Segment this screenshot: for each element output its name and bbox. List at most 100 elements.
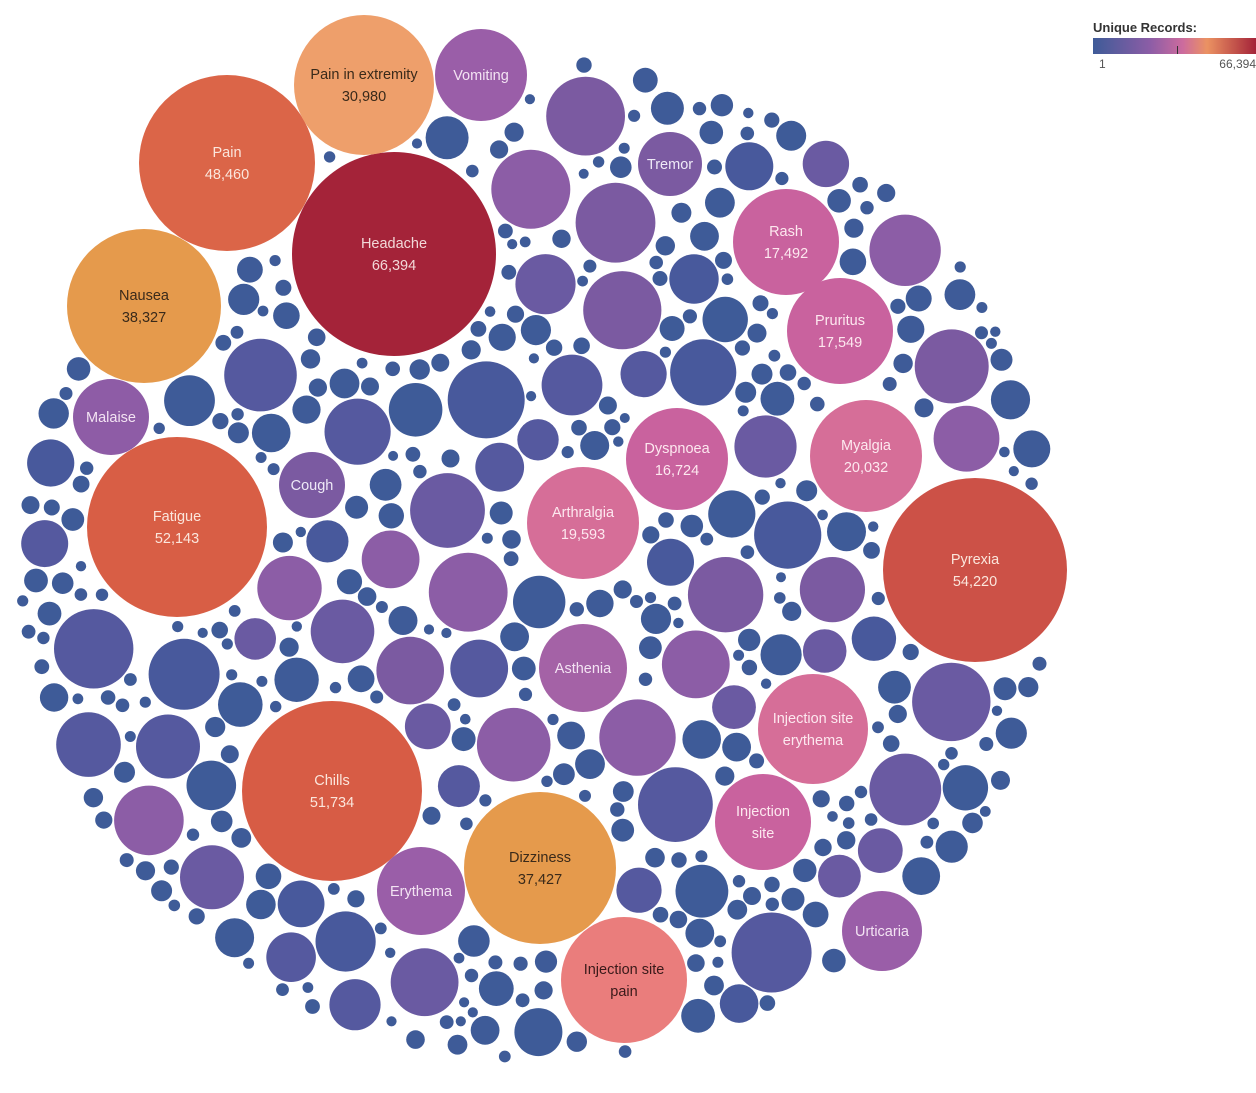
bubble[interactable]	[552, 229, 571, 248]
bubble[interactable]	[647, 538, 694, 586]
bubble[interactable]	[612, 781, 634, 802]
bubble[interactable]	[498, 1050, 511, 1063]
bubble[interactable]	[490, 140, 509, 159]
bubble[interactable]	[269, 255, 281, 267]
bubble[interactable]	[385, 947, 396, 958]
bubble[interactable]	[561, 446, 574, 459]
bubble-vomiting[interactable]: Vomiting	[435, 29, 527, 121]
bubble[interactable]	[212, 413, 229, 430]
bubble[interactable]	[453, 952, 465, 964]
bubble[interactable]	[292, 395, 321, 424]
bubble[interactable]	[740, 126, 755, 141]
bubble[interactable]	[215, 334, 232, 351]
bubble[interactable]	[53, 609, 134, 689]
bubble[interactable]	[774, 592, 786, 604]
bubble[interactable]	[802, 140, 850, 188]
bubble[interactable]	[237, 256, 263, 283]
bubble[interactable]	[21, 496, 40, 515]
bubble[interactable]	[546, 76, 625, 156]
bubble[interactable]	[21, 624, 36, 639]
bubble[interactable]	[186, 760, 237, 811]
bubble[interactable]	[1025, 477, 1038, 490]
bubble[interactable]	[902, 857, 941, 895]
bubble[interactable]	[740, 545, 755, 559]
bubble[interactable]	[1013, 430, 1051, 468]
bubble[interactable]	[704, 975, 724, 996]
bubble[interactable]	[652, 906, 669, 923]
bubble[interactable]	[658, 512, 674, 528]
bubble[interactable]	[39, 683, 69, 712]
bubble[interactable]	[760, 634, 802, 676]
bubble[interactable]	[255, 452, 267, 463]
bubble[interactable]	[640, 603, 672, 635]
bubble[interactable]	[882, 377, 897, 391]
bubble[interactable]	[51, 572, 74, 594]
bubble[interactable]	[66, 357, 91, 381]
bubble[interactable]	[905, 285, 932, 312]
bubble[interactable]	[464, 968, 479, 983]
bubble[interactable]	[361, 530, 420, 589]
bubble[interactable]	[743, 107, 754, 119]
bubble[interactable]	[990, 326, 1001, 337]
bubble[interactable]	[888, 704, 907, 724]
bubble[interactable]	[255, 863, 282, 890]
bubble[interactable]	[428, 552, 508, 632]
bubble[interactable]	[868, 521, 879, 532]
bubble[interactable]	[802, 901, 829, 928]
bubble[interactable]	[246, 889, 276, 920]
bubble[interactable]	[458, 925, 490, 957]
bubble[interactable]	[705, 187, 735, 218]
bubble[interactable]	[329, 368, 360, 399]
bubble[interactable]	[741, 659, 758, 676]
bubble[interactable]	[405, 446, 421, 462]
bubble[interactable]	[827, 512, 866, 552]
bubble[interactable]	[577, 275, 588, 287]
bubble[interactable]	[409, 359, 430, 380]
bubble[interactable]	[437, 765, 480, 808]
bubble[interactable]	[274, 657, 319, 702]
bubble[interactable]	[514, 1008, 563, 1057]
bubble[interactable]	[83, 788, 104, 808]
bubble[interactable]	[802, 629, 847, 673]
bubble[interactable]	[690, 221, 719, 251]
bubble[interactable]	[74, 588, 88, 601]
bubble[interactable]	[423, 624, 435, 635]
bubble[interactable]	[715, 251, 732, 269]
bubble[interactable]	[796, 480, 818, 502]
bubble-erythema[interactable]: Erythema	[377, 847, 465, 935]
bubble[interactable]	[481, 532, 493, 544]
bubble[interactable]	[139, 696, 151, 708]
bubble[interactable]	[638, 672, 653, 686]
bubble[interactable]	[306, 520, 349, 563]
bubble[interactable]	[712, 956, 724, 968]
bubble[interactable]	[513, 575, 566, 629]
bubble[interactable]	[938, 758, 950, 771]
bubble[interactable]	[1018, 677, 1039, 698]
bubble-urticaria[interactable]: Urticaria	[842, 891, 922, 971]
bubble[interactable]	[613, 436, 624, 447]
bubble[interactable]	[644, 592, 657, 604]
bubble[interactable]	[731, 912, 812, 993]
bubble[interactable]	[100, 690, 116, 705]
bubble[interactable]	[378, 503, 404, 529]
bubble[interactable]	[305, 999, 320, 1014]
bubble[interactable]	[976, 302, 988, 313]
bubble[interactable]	[682, 720, 721, 759]
bubble[interactable]	[681, 998, 715, 1033]
bubble[interactable]	[727, 899, 748, 920]
bubble[interactable]	[43, 499, 60, 516]
bubble[interactable]	[752, 295, 769, 312]
bubble[interactable]	[993, 677, 1017, 701]
bubble[interactable]	[714, 935, 727, 948]
bubble[interactable]	[818, 854, 861, 898]
bubble[interactable]	[598, 396, 617, 415]
bubble[interactable]	[534, 981, 553, 1000]
bubble[interactable]	[877, 183, 896, 203]
bubble[interactable]	[991, 705, 1003, 716]
bubble[interactable]	[702, 296, 748, 343]
bubble[interactable]	[844, 218, 864, 238]
bubble[interactable]	[511, 656, 536, 681]
bubble[interactable]	[123, 673, 137, 686]
bubble[interactable]	[620, 351, 667, 398]
bubble[interactable]	[747, 323, 767, 343]
